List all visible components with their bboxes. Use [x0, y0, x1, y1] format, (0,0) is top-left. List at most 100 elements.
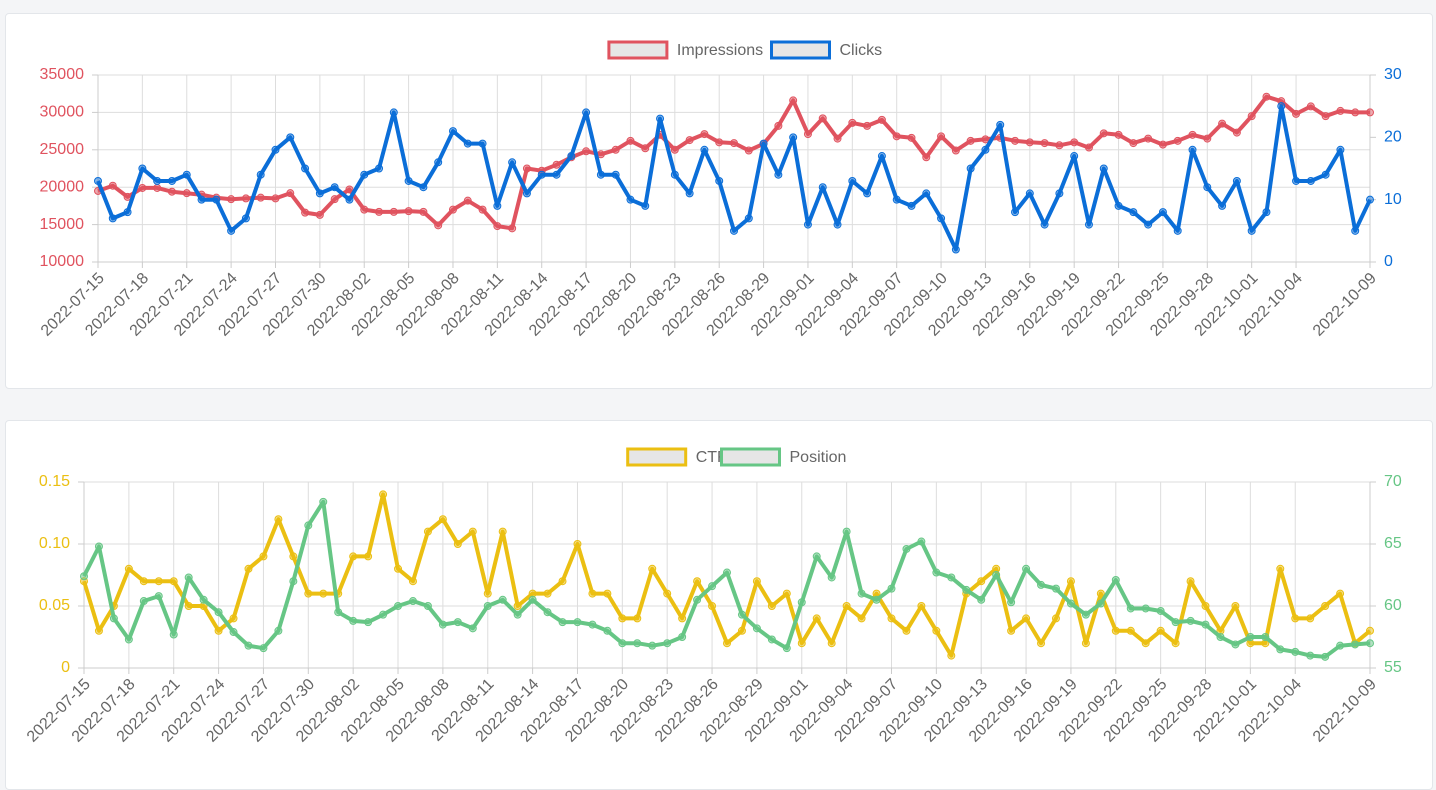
data-point — [1321, 112, 1330, 121]
data-point — [1037, 639, 1046, 648]
y2-tick-label: 60 — [1384, 597, 1402, 614]
data-point — [730, 226, 738, 235]
data-point — [289, 577, 298, 586]
data-point — [996, 120, 1005, 129]
data-point — [154, 592, 163, 601]
data-point — [271, 145, 280, 154]
data-point — [153, 183, 162, 192]
data-point — [434, 221, 443, 230]
data-point — [1022, 614, 1031, 623]
legend-swatch — [607, 40, 669, 60]
data-point — [648, 564, 657, 573]
data-point — [633, 639, 642, 648]
data-point — [349, 616, 358, 625]
data-point — [167, 176, 176, 185]
data-point — [1171, 639, 1180, 648]
data-point — [700, 130, 709, 139]
data-point — [951, 245, 960, 254]
data-point — [448, 127, 457, 136]
data-point — [611, 145, 620, 154]
data-point — [286, 189, 295, 198]
data-point — [1096, 589, 1105, 598]
data-point — [1011, 136, 1020, 145]
data-point — [301, 208, 310, 217]
data-point — [744, 214, 753, 223]
legend-swatch — [626, 447, 688, 467]
data-point — [922, 189, 931, 198]
data-point — [214, 608, 223, 617]
data-point — [124, 635, 133, 644]
data-point — [123, 208, 132, 217]
data-point — [693, 595, 702, 604]
legend: Impressions Clicks — [607, 40, 882, 60]
data-point — [256, 193, 265, 202]
data-point — [752, 577, 761, 586]
data-point — [483, 589, 492, 598]
data-point — [1007, 598, 1016, 607]
data-point — [932, 568, 941, 577]
data-point — [289, 552, 298, 561]
data-point — [887, 614, 896, 623]
data-point — [274, 515, 283, 524]
data-point — [360, 205, 369, 214]
data-point — [1114, 201, 1123, 210]
data-point — [1055, 189, 1064, 198]
data-point — [1351, 640, 1360, 649]
data-point — [453, 540, 462, 548]
data-point — [394, 602, 403, 610]
data-point — [227, 195, 236, 204]
data-point — [1262, 208, 1271, 217]
data-point — [508, 224, 517, 233]
data-point — [937, 214, 946, 223]
data-point — [438, 620, 447, 629]
data-point — [394, 564, 403, 573]
y2-tick-label: 20 — [1384, 129, 1402, 146]
data-point — [483, 602, 492, 610]
data-point — [493, 201, 502, 210]
data-point — [1231, 640, 1240, 649]
data-point — [493, 222, 502, 231]
data-point — [304, 589, 313, 598]
data-point — [588, 589, 597, 598]
data-point — [737, 626, 746, 635]
data-point — [364, 552, 373, 561]
data-point — [1306, 651, 1315, 660]
legend-swatch — [770, 40, 831, 60]
data-point — [1216, 633, 1225, 641]
data-point — [797, 598, 806, 607]
data-point — [453, 618, 462, 627]
data-point — [902, 626, 911, 635]
data-point — [1111, 626, 1120, 635]
data-point — [349, 552, 358, 561]
data-point — [438, 515, 447, 524]
data-point — [962, 585, 971, 594]
data-point — [379, 610, 388, 619]
data-point — [1306, 614, 1315, 623]
data-point — [1186, 577, 1195, 586]
data-point — [818, 183, 827, 192]
y2-tick-label: 0 — [1384, 253, 1393, 270]
data-point — [663, 639, 672, 648]
data-point — [947, 651, 956, 660]
data-point — [375, 164, 384, 173]
data-point — [827, 573, 836, 582]
data-point — [139, 577, 148, 586]
data-point — [618, 639, 627, 648]
data-point — [154, 577, 163, 586]
data-point — [782, 644, 791, 653]
data-point — [364, 618, 373, 627]
data-point — [932, 626, 941, 635]
data-point — [182, 189, 191, 198]
data-point — [1306, 176, 1315, 185]
data-point — [1291, 614, 1300, 623]
data-point — [715, 176, 724, 185]
data-point — [552, 170, 561, 179]
data-point — [907, 133, 916, 142]
data-point — [902, 544, 911, 553]
data-point — [508, 158, 517, 167]
data-point — [244, 564, 253, 573]
data-point — [1037, 580, 1046, 589]
data-point — [626, 136, 635, 145]
data-point — [789, 96, 798, 105]
data-point — [833, 134, 842, 143]
